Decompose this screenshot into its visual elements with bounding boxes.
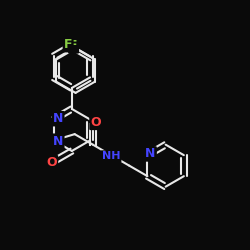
Text: N: N (53, 135, 63, 148)
Text: O: O (90, 116, 101, 129)
Text: F: F (69, 40, 78, 52)
Text: F: F (64, 38, 72, 51)
Text: O: O (46, 156, 57, 169)
Text: NH: NH (102, 152, 120, 162)
Text: N: N (145, 148, 156, 160)
Text: N: N (53, 112, 63, 125)
